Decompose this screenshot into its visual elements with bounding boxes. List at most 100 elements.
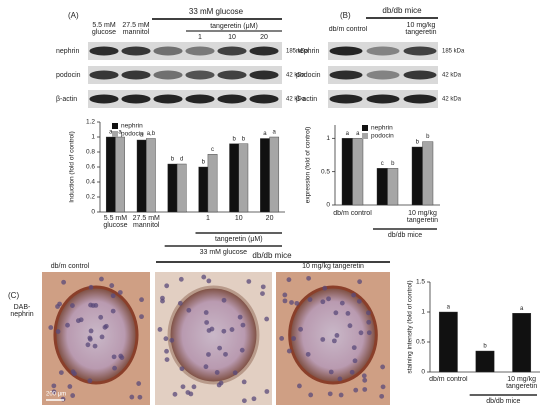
bar bbox=[176, 163, 187, 213]
nucleus bbox=[328, 369, 334, 375]
glomerulus bbox=[288, 285, 378, 385]
nucleus bbox=[223, 351, 228, 357]
x-tick-label: db/m control bbox=[429, 376, 468, 383]
nucleus bbox=[92, 343, 98, 349]
bar-letter: b bbox=[171, 157, 175, 163]
blot-band bbox=[153, 94, 183, 104]
blot-band bbox=[249, 70, 279, 80]
group-label: db/db mice bbox=[382, 6, 422, 15]
nucleus bbox=[163, 336, 169, 342]
lane-label: 5.5 mM glucose bbox=[92, 22, 116, 36]
y-tick-label: 0.4 bbox=[86, 179, 95, 186]
nucleus bbox=[352, 358, 358, 364]
nucleus bbox=[282, 292, 288, 298]
bar bbox=[136, 139, 147, 213]
lane-label: 10 mg/kg tangeretin bbox=[405, 22, 436, 36]
x-tick-label: 10 mg/kg tangeretin bbox=[406, 210, 439, 224]
nucleus bbox=[246, 279, 252, 284]
bar-letter: b bbox=[202, 160, 206, 166]
nucleus bbox=[264, 389, 270, 394]
size-label: 42 kDa bbox=[442, 73, 462, 79]
nucleus bbox=[353, 387, 359, 393]
nucleus bbox=[298, 326, 303, 332]
nucleus bbox=[201, 274, 207, 280]
y-tick-label: 1 bbox=[421, 309, 425, 316]
nucleus bbox=[110, 308, 116, 314]
nucleus bbox=[339, 300, 345, 306]
y-tick-label: 1.2 bbox=[86, 119, 95, 126]
image-label: db/m control bbox=[51, 263, 90, 270]
nucleus bbox=[70, 303, 75, 308]
blot-band bbox=[185, 70, 215, 80]
nucleus bbox=[379, 393, 385, 399]
nucleus bbox=[109, 283, 115, 288]
bar bbox=[438, 311, 458, 373]
nucleus bbox=[110, 293, 116, 299]
bar-letter: a,b bbox=[147, 131, 156, 137]
bar-letter: b bbox=[242, 136, 246, 142]
bar-letter: a bbox=[346, 131, 350, 137]
nucleus bbox=[264, 316, 270, 322]
nucleus bbox=[241, 379, 247, 385]
nucleus bbox=[251, 396, 257, 402]
nucleus bbox=[260, 291, 265, 297]
treatment-label: 33 mM glucose bbox=[189, 7, 244, 16]
nucleus bbox=[88, 328, 94, 334]
stain-label: DAB-nephrin bbox=[10, 304, 34, 318]
nucleus bbox=[361, 373, 367, 379]
dose-label: 10 bbox=[228, 34, 236, 41]
nucleus bbox=[362, 377, 368, 383]
nucleus bbox=[286, 348, 292, 354]
nucleus bbox=[178, 276, 184, 282]
bar bbox=[207, 154, 218, 213]
bar bbox=[341, 138, 353, 206]
bar-letter: a bbox=[520, 306, 524, 312]
y-tick-label: 0 bbox=[326, 202, 330, 209]
nucleus bbox=[137, 394, 143, 400]
nucleus bbox=[326, 296, 331, 302]
size-label: 42 kDa bbox=[442, 97, 462, 103]
size-label: 185 kDa bbox=[442, 49, 465, 55]
size-label: 42 kDa bbox=[286, 97, 306, 103]
nucleus bbox=[320, 337, 326, 342]
nucleus bbox=[322, 285, 328, 291]
dose-label: 20 bbox=[260, 34, 268, 41]
nucleus bbox=[164, 283, 170, 289]
bar-letter: a bbox=[356, 131, 360, 137]
nucleus bbox=[85, 342, 91, 348]
nucleus bbox=[349, 369, 355, 375]
nucleus bbox=[112, 365, 117, 371]
blot-band bbox=[403, 46, 437, 56]
bar-letter: a bbox=[273, 130, 277, 136]
tangeretin-label: tangeretin (μM) bbox=[210, 23, 258, 30]
nucleus bbox=[260, 284, 266, 290]
nucleus bbox=[117, 290, 123, 295]
nucleus bbox=[58, 370, 64, 376]
nucleus bbox=[186, 307, 192, 313]
nucleus bbox=[351, 292, 357, 298]
y-axis-label: Induction (fold of control) bbox=[69, 131, 76, 203]
nucleus bbox=[70, 393, 76, 398]
glomerulus bbox=[53, 285, 139, 385]
row-label: β-actin bbox=[296, 96, 317, 103]
nucleus bbox=[111, 354, 117, 360]
nucleus bbox=[164, 357, 170, 363]
bar-letter: a bbox=[140, 133, 144, 139]
lane-label: 27.5 mM mannitol bbox=[122, 22, 150, 36]
nucleus bbox=[356, 298, 362, 304]
glomerulus bbox=[167, 285, 260, 385]
nucleus bbox=[366, 330, 372, 336]
nucleus bbox=[241, 398, 247, 404]
blot-band bbox=[249, 46, 279, 56]
nucleus bbox=[157, 327, 163, 332]
blot-band bbox=[366, 70, 400, 80]
lane-label: 27.5 mM mannitol bbox=[122, 22, 150, 36]
nucleus bbox=[337, 376, 343, 382]
nucleus bbox=[191, 384, 197, 390]
blot-band bbox=[153, 70, 183, 80]
y-axis-label: staining intensity (fold of control) bbox=[407, 280, 414, 373]
bar-letter: b bbox=[232, 136, 236, 142]
bar bbox=[352, 138, 364, 206]
x-tick-label: 5.5 mM glucose bbox=[103, 215, 127, 229]
